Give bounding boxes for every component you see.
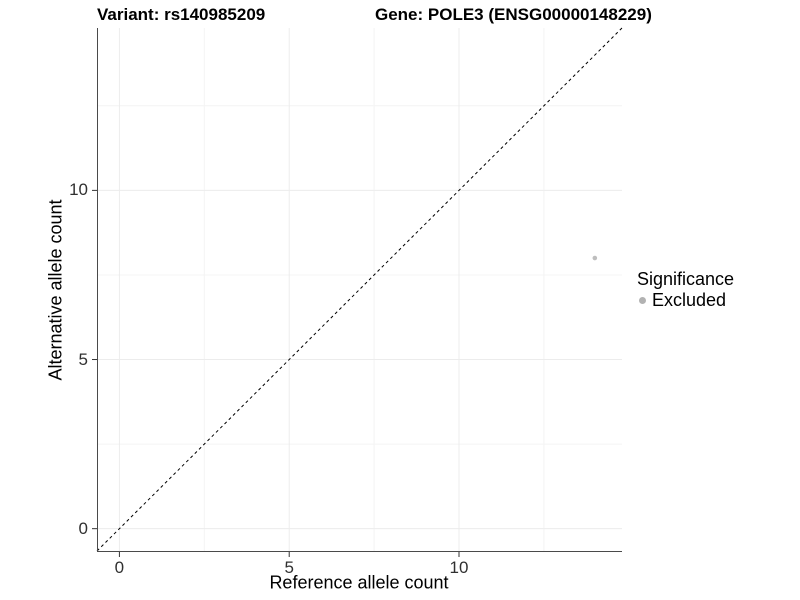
plot-title-variant: Variant: rs140985209: [97, 5, 266, 24]
legend-title: Significance: [637, 269, 735, 289]
data-point: [592, 255, 598, 261]
y-tick-label: 10: [69, 180, 88, 200]
legend: Significance Excluded: [637, 269, 734, 311]
legend-key-point-icon: [639, 297, 646, 304]
legend-item-excluded: Excluded: [637, 290, 734, 311]
x-tick-label: 10: [449, 558, 469, 577]
x-axis-title: Reference allele count: [269, 572, 449, 593]
y-tick-label: 5: [78, 349, 88, 369]
identity-line: [96, 27, 623, 552]
x-tick-label: 0: [114, 558, 125, 577]
x-tick-label: 5: [284, 558, 294, 577]
y-tick-label: 0: [78, 518, 88, 538]
legend-item-label: Excluded: [652, 290, 727, 310]
y-axis-title: Alternative allele count: [45, 199, 66, 381]
plot-title-gene: Gene: POLE3 (ENSG00000148229): [375, 5, 652, 24]
